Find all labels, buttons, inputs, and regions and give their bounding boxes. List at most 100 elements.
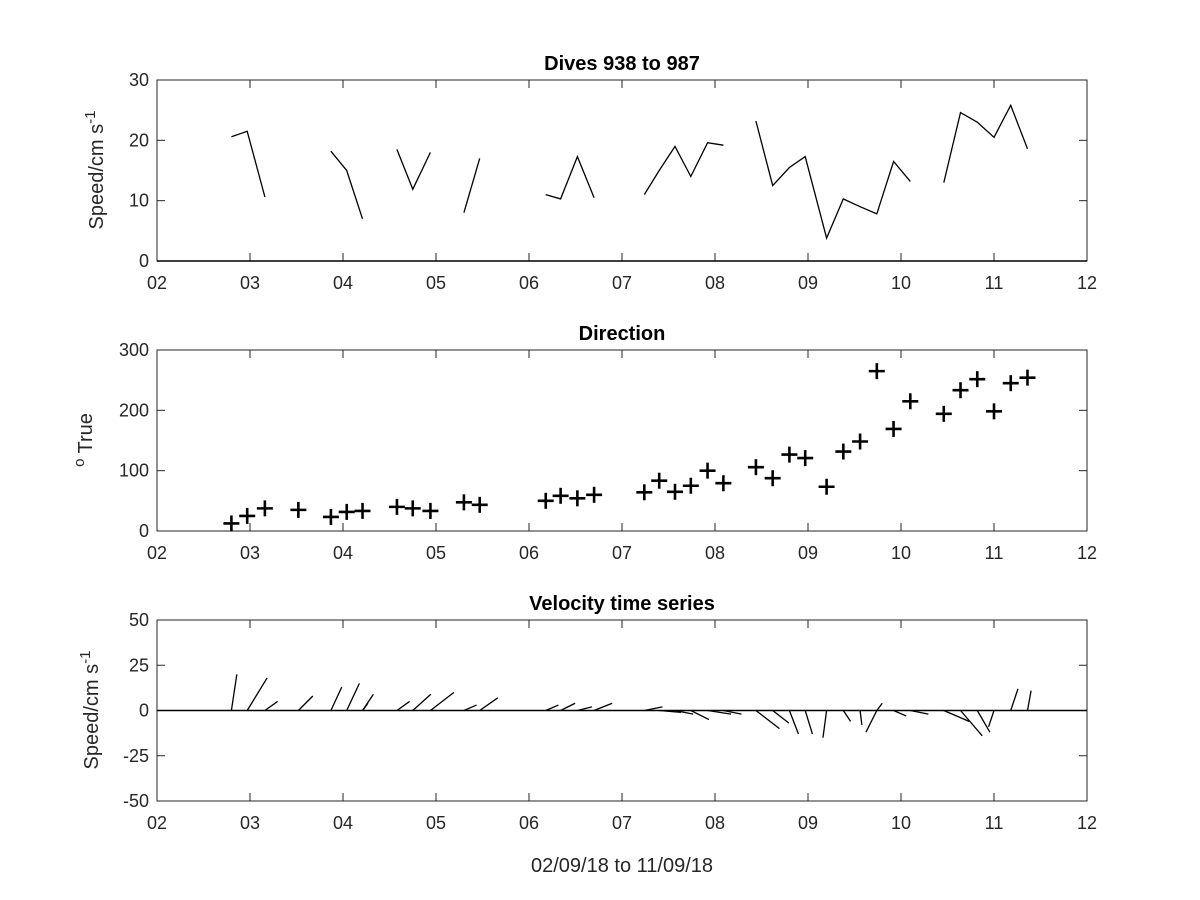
speed-y-tick-label: 0: [139, 251, 149, 271]
direction-y-tick-label: 0: [139, 521, 149, 541]
direction-marker: [682, 477, 699, 494]
speed-y-tick-label: 30: [129, 70, 149, 90]
velocity-stick: [859, 710, 863, 726]
velocity-stick: [842, 710, 852, 722]
velocity-stick: [346, 683, 360, 711]
velocity-stick: [330, 686, 343, 711]
speed-line-segment: [545, 154, 595, 200]
velocity-x-tick-label: 12: [1077, 813, 1097, 833]
velocity-stick: [430, 691, 455, 712]
velocity-y-tick-label: 50: [129, 610, 149, 630]
direction-marker: [952, 382, 969, 399]
velocity-y-tick-label: -50: [123, 791, 149, 811]
velocity-stick: [674, 709, 694, 715]
direction-marker: [569, 490, 586, 507]
velocity-stick: [987, 710, 995, 727]
velocity-stick: [577, 706, 592, 712]
direction-marker: [636, 484, 653, 501]
velocity-stick: [943, 709, 970, 722]
velocity-stick: [822, 710, 828, 738]
velocity-stick: [479, 697, 499, 712]
direction-x-tick-label: 08: [705, 543, 725, 563]
direction-marker: [969, 371, 986, 388]
speed-line-segment: [463, 158, 481, 213]
velocity-stick: [707, 709, 732, 715]
direction-marker: [256, 500, 273, 517]
direction-marker: [818, 478, 835, 495]
velocity-x-tick-label: 02: [147, 813, 167, 833]
direction-marker: [835, 443, 852, 460]
velocity-stick: [690, 709, 710, 721]
direction-marker: [552, 487, 569, 504]
speed-y-tick-label: 10: [129, 191, 149, 211]
direction-x-tick-label: 12: [1077, 543, 1097, 563]
direction-marker: [781, 446, 798, 463]
velocity-stick: [960, 710, 983, 737]
direction-y-axis-label: o True: [71, 413, 98, 467]
direction-marker: [797, 450, 814, 467]
velocity-x-tick-label: 07: [612, 813, 632, 833]
direction-marker: [986, 403, 1002, 420]
direction-marker: [747, 459, 764, 476]
speed-line-segment: [396, 149, 431, 191]
speed-panel: Dives 938 to 987 02 03 04 05 06 07 08 09 10 11 12 …: [82, 53, 1098, 293]
velocity-stick: [788, 710, 800, 735]
direction-x-tick-label: 07: [612, 543, 632, 563]
velocity-stick: [893, 709, 907, 717]
velocity-stick: [876, 702, 883, 711]
speed-y-axis-label-main: Speed/cm s: [86, 124, 108, 230]
direction-x-tick-label: 06: [519, 543, 539, 563]
speed-line-segment: [231, 130, 266, 198]
velocity-stick: [463, 704, 477, 712]
velocity-x-tick-label: 06: [519, 813, 539, 833]
direction-marker: [852, 433, 869, 450]
velocity-y-axis-label-main: Speed/cm s: [81, 664, 103, 770]
velocity-stick: [230, 674, 238, 711]
direction-marker: [223, 515, 240, 532]
direction-x-tick-label: 09: [798, 543, 818, 563]
direction-marker: [338, 503, 355, 520]
velocity-panel: Velocity time series 02 03 04 05 06 07 08 09 10 1…: [77, 593, 1098, 877]
direction-marker: [290, 501, 307, 518]
speed-y-axis-label: Speed/cm s-1: [82, 111, 109, 230]
speed-x-tick-label: 09: [798, 273, 818, 293]
direction-y-tick-label: 300: [119, 340, 149, 360]
speed-line-segment: [943, 103, 1029, 183]
direction-marker: [388, 498, 405, 515]
direction-marker: [586, 486, 603, 503]
direction-x-tick-label: 02: [147, 543, 167, 563]
direction-panel: Direction 02 03 04 05 06 07 08 09 10 11 12 0 100 200…: [71, 323, 1098, 563]
speed-panel-title: Dives 938 to 987: [544, 53, 700, 75]
velocity-y-tick-label: 25: [129, 655, 149, 675]
direction-marker: [764, 470, 781, 487]
direction-x-tick-label: 05: [426, 543, 446, 563]
direction-y-axis-label-main: True: [75, 413, 97, 453]
velocity-stick: [1010, 688, 1019, 711]
velocity-x-tick-label: 03: [240, 813, 260, 833]
direction-marker: [422, 502, 439, 519]
speed-y-axis-label-sup: -1: [82, 111, 99, 124]
direction-marker: [885, 420, 902, 437]
direction-marker: [935, 405, 952, 422]
velocity-stick: [246, 677, 268, 711]
velocity-y-axis-label-sup: -1: [77, 651, 94, 664]
direction-marker: [651, 472, 668, 489]
velocity-x-tick-label: 10: [891, 813, 911, 833]
direction-x-tick-label: 04: [333, 543, 353, 563]
velocity-stick: [1026, 690, 1032, 711]
direction-y-tick-label: 200: [119, 400, 149, 420]
velocity-stick: [804, 710, 814, 735]
velocity-y-tick-label: 0: [139, 701, 149, 721]
speed-x-tick-label: 02: [147, 273, 167, 293]
direction-marker: [404, 500, 421, 517]
direction-panel-title: Direction: [579, 323, 666, 345]
speed-x-tick-label: 11: [985, 273, 1004, 293]
direction-marker: [1019, 369, 1036, 386]
speed-x-tick-label: 08: [705, 273, 725, 293]
direction-marker: [354, 502, 371, 519]
speed-line-segment: [330, 150, 364, 220]
direction-marker: [699, 462, 716, 479]
velocity-stick: [976, 710, 991, 733]
speed-x-tick-label: 12: [1077, 273, 1097, 293]
speed-x-tick-label: 04: [333, 273, 353, 293]
